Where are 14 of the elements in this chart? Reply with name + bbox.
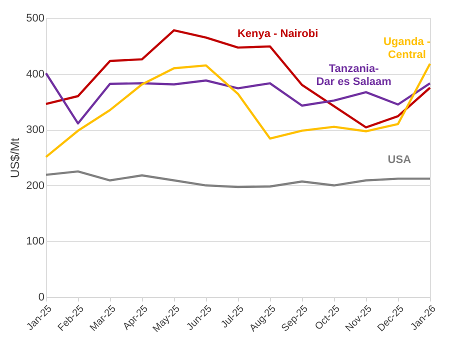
annotation: USA xyxy=(388,154,412,166)
line-series xyxy=(44,29,432,128)
annotation: Uganda - Central xyxy=(383,36,431,62)
line-series xyxy=(44,72,432,125)
y-tick-label: 400 xyxy=(26,68,44,80)
y-axis-title: US$/Mt xyxy=(8,137,22,178)
y-tick-label: 200 xyxy=(26,180,44,192)
y-tick-label: 0 xyxy=(38,292,44,304)
line-series xyxy=(44,170,432,188)
y-tick-label: 300 xyxy=(26,124,44,136)
annotation: Kenya - Nairobi xyxy=(237,28,318,40)
y-tick-label: 100 xyxy=(26,236,44,248)
annotation: Tanzania- Dar es Salaam xyxy=(316,62,392,88)
y-tick-label: 500 xyxy=(26,12,44,24)
